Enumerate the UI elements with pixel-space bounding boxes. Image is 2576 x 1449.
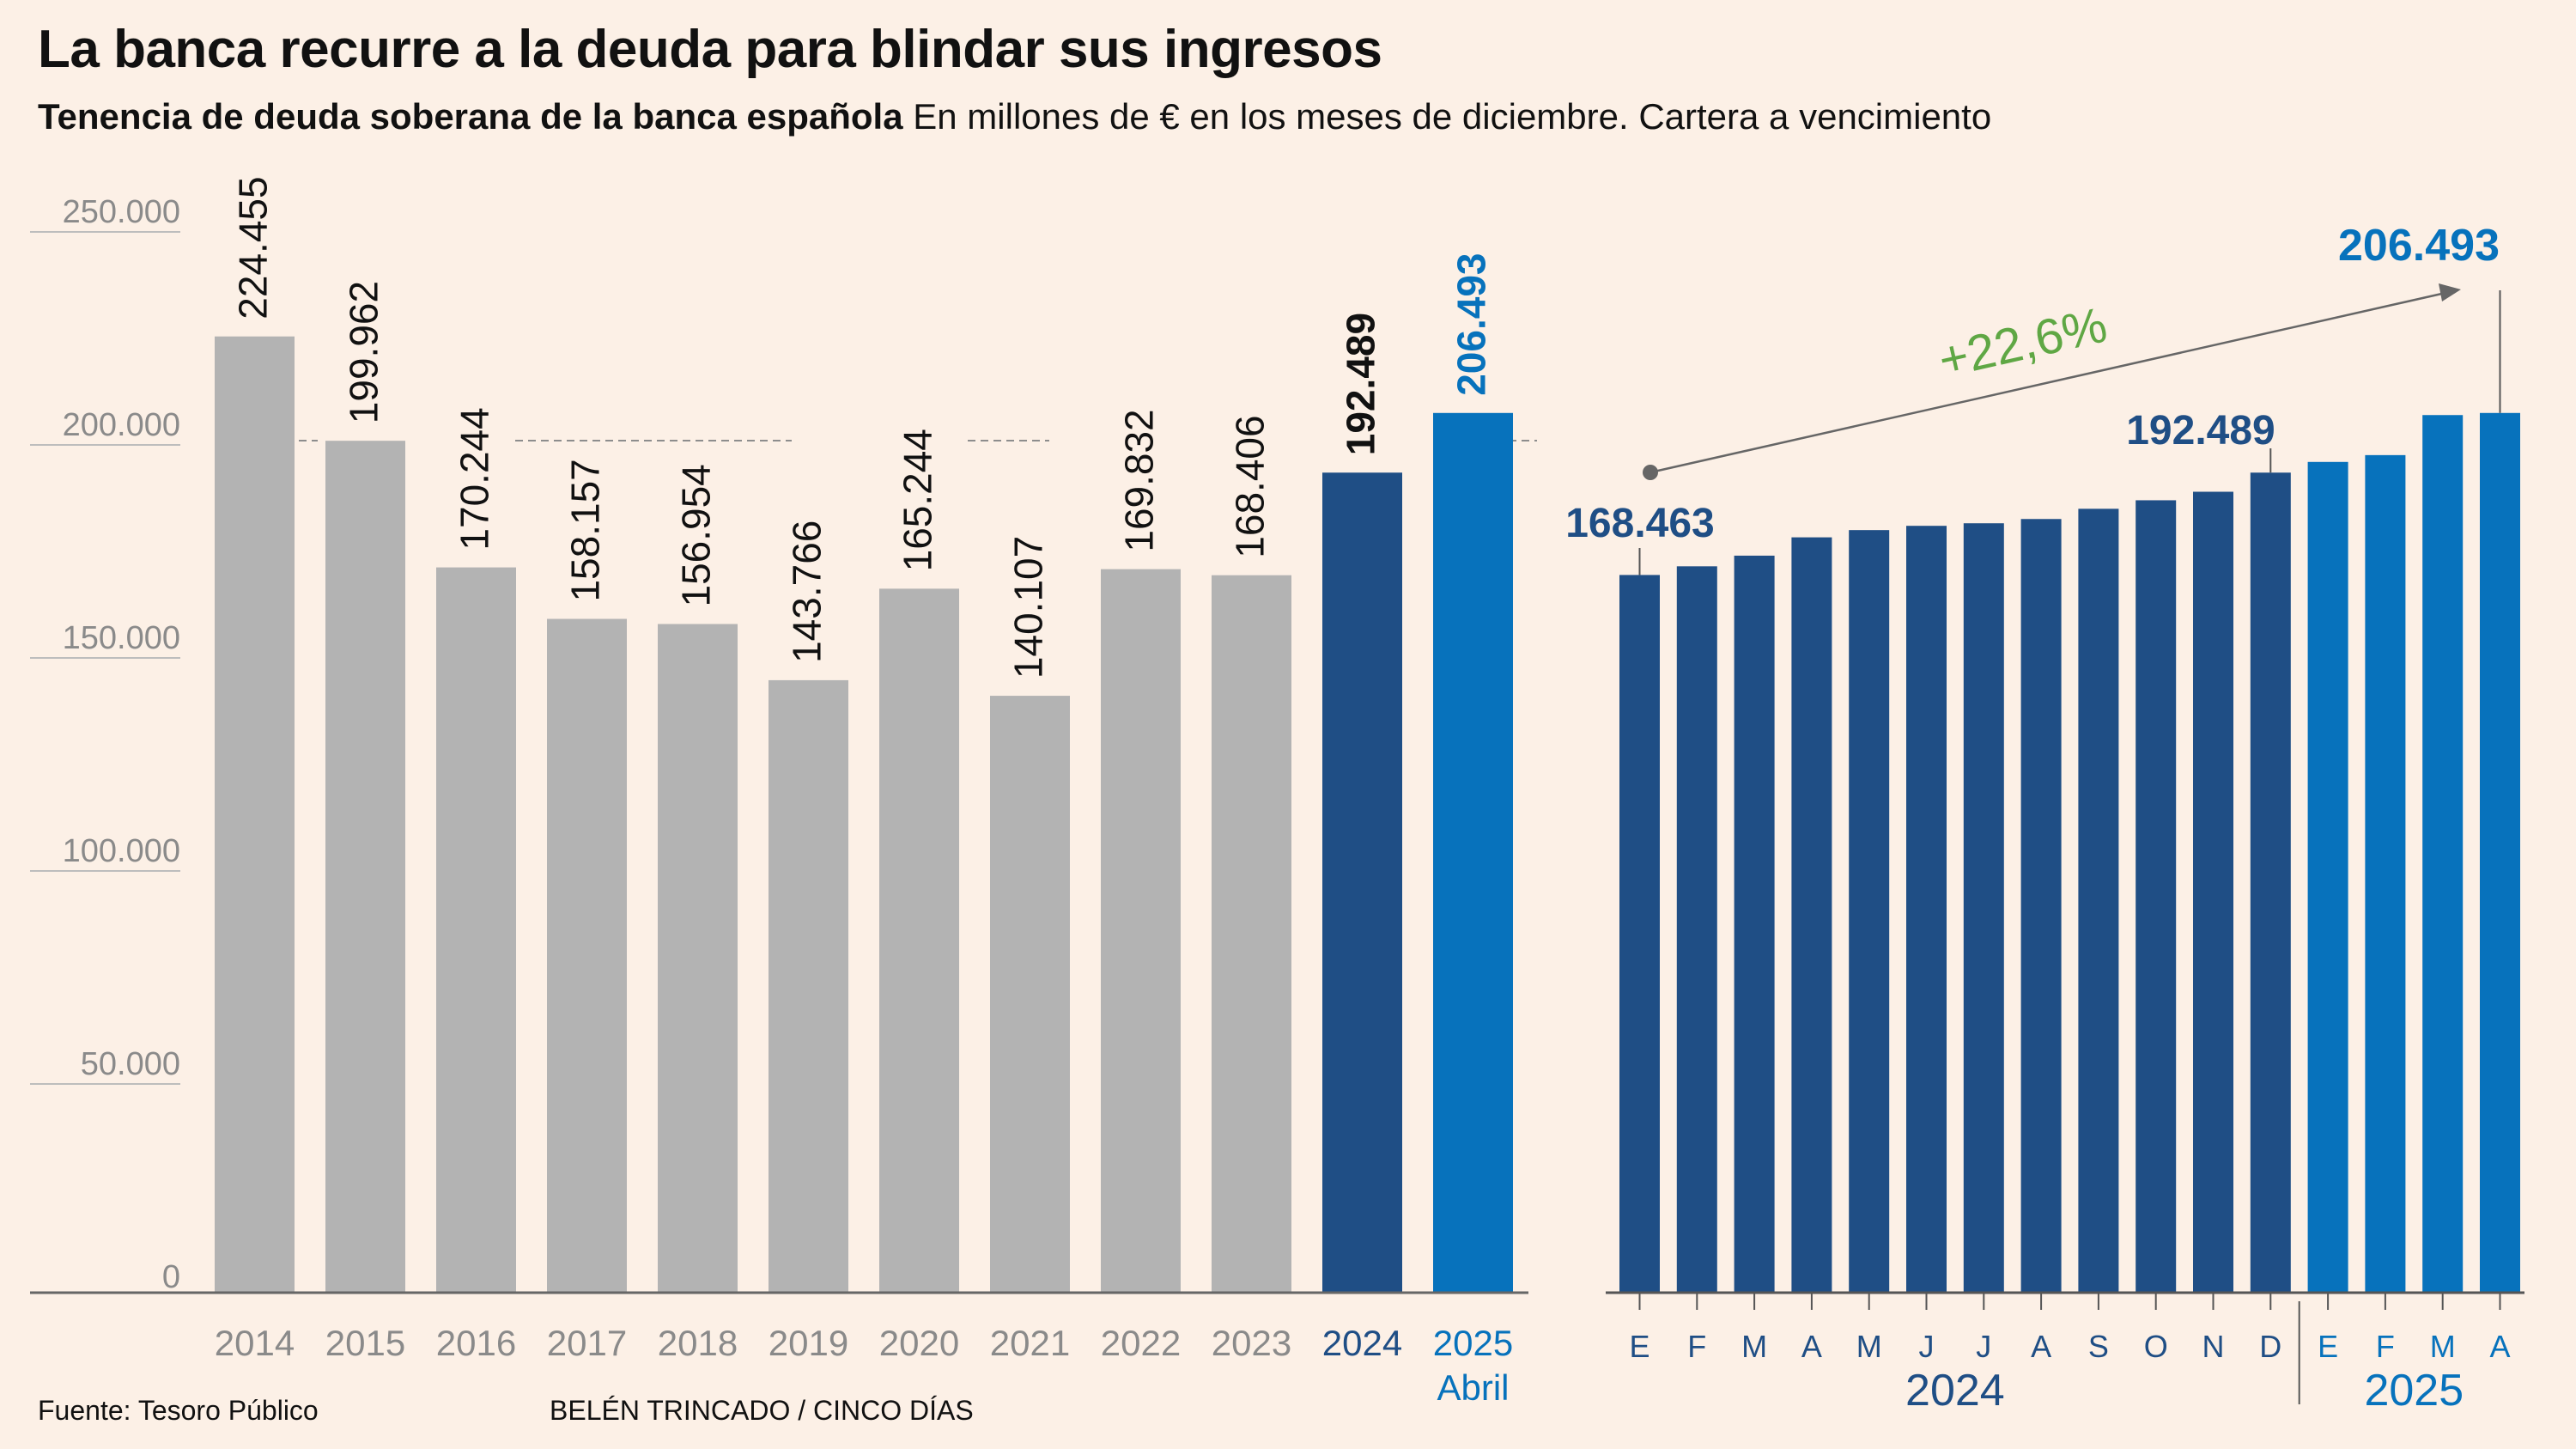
- bar-2023: [1212, 575, 1291, 1293]
- x-tick-label-2019: 2019: [769, 1323, 848, 1363]
- bar-2018: [658, 624, 738, 1293]
- monthly-bar: [2136, 500, 2177, 1293]
- monthly-bar: [2365, 454, 2406, 1293]
- x-tick-label-2018: 2018: [658, 1323, 738, 1363]
- year-group-label: 2025: [2364, 1366, 2464, 1416]
- value-label-2023: 168.406: [1228, 415, 1273, 557]
- month-label: A: [2489, 1329, 2510, 1364]
- x-tick-label-2014: 2014: [215, 1323, 295, 1363]
- bar-2015: [325, 441, 405, 1293]
- subtitle-bold: Tenencia de deuda soberana de la banca e…: [38, 96, 903, 137]
- year-group-label: 2024: [1905, 1366, 2005, 1416]
- monthly-bar: [2193, 491, 2233, 1293]
- x-tick-label-2023: 2023: [1212, 1323, 1291, 1363]
- value-label-2018: 156.954: [674, 464, 719, 606]
- value-label-2017: 158.157: [563, 459, 608, 601]
- growth-arrow-line: [1649, 291, 2446, 474]
- bar-2025: [1433, 412, 1513, 1294]
- source-note: Fuente: Tesoro Público: [38, 1395, 319, 1426]
- value-label-2014: 224.455: [231, 176, 276, 319]
- monthly-bar: [2307, 461, 2348, 1293]
- month-label: E: [2318, 1329, 2338, 1364]
- x-tick-label-2016: 2016: [436, 1323, 516, 1363]
- month-label: N: [2202, 1329, 2225, 1364]
- bar-2021: [990, 696, 1070, 1293]
- chart-title: La banca recurre a la deuda para blindar…: [38, 20, 1382, 79]
- bar-2019: [769, 679, 848, 1293]
- x-tick-label-2021: 2021: [990, 1323, 1070, 1363]
- month-label: D: [2259, 1329, 2281, 1364]
- credit-note: BELÉN TRINCADO / CINCO DÍAS: [550, 1395, 974, 1426]
- bar-2020: [879, 588, 959, 1293]
- month-label: M: [1856, 1329, 1882, 1364]
- month-label: E: [1629, 1329, 1649, 1364]
- bar-2017: [547, 618, 627, 1293]
- monthly-bar: [1734, 555, 1775, 1293]
- x-tick-label-2015: 2015: [325, 1323, 405, 1363]
- annotation-label: 168.463: [1565, 501, 1715, 546]
- month-label: A: [2031, 1329, 2051, 1364]
- y-tick-label: 200.000: [63, 407, 180, 443]
- bar-2024: [1322, 472, 1402, 1293]
- annotation-label: 192.489: [2126, 408, 2275, 454]
- chart-subtitle: Tenencia de deuda soberana de la banca e…: [38, 96, 1991, 137]
- monthly-bar: [1963, 523, 2004, 1293]
- y-tick-label: 0: [162, 1259, 180, 1295]
- x-tick-label-2025: 2025: [1433, 1323, 1513, 1363]
- monthly-bar: [1849, 530, 1890, 1293]
- month-label: M: [1741, 1329, 1767, 1364]
- monthly-bar: [1676, 566, 1717, 1293]
- value-label-2016: 170.244: [453, 407, 497, 550]
- monthly-bar: [2250, 472, 2291, 1293]
- value-label-2021: 140.107: [1006, 536, 1051, 679]
- bar-2016: [436, 567, 516, 1293]
- value-label-2020: 165.244: [896, 429, 940, 571]
- bar-2014: [215, 336, 295, 1294]
- x-tick-sublabel: Abril: [1437, 1367, 1509, 1408]
- monthly-bar: [1619, 575, 1660, 1293]
- month-label: A: [1801, 1329, 1822, 1364]
- month-label: S: [2088, 1329, 2109, 1364]
- monthly-bar: [1791, 537, 1832, 1293]
- x-tick-label-2024: 2024: [1322, 1323, 1402, 1363]
- value-label-2019: 143.766: [785, 521, 829, 663]
- monthly-bar: [2422, 415, 2464, 1293]
- y-tick-label: 250.000: [63, 194, 180, 230]
- month-label: M: [2430, 1329, 2456, 1364]
- bar-2022: [1101, 569, 1181, 1293]
- monthly-bar: [2480, 412, 2520, 1294]
- x-tick-label-2020: 2020: [879, 1323, 959, 1363]
- value-label-2024: 192.489: [1339, 313, 1383, 455]
- subtitle-rest: En millones de € en los meses de diciemb…: [913, 96, 1992, 137]
- x-tick-label-2017: 2017: [547, 1323, 627, 1363]
- monthly-bar: [2020, 519, 2062, 1293]
- month-label: F: [1687, 1329, 1706, 1364]
- month-label: J: [1976, 1329, 1991, 1364]
- y-tick-label: 50.000: [81, 1046, 180, 1082]
- value-label-2025: 206.493: [1449, 253, 1494, 396]
- value-label-2015: 199.962: [342, 281, 386, 423]
- y-tick-label: 150.000: [63, 620, 180, 656]
- annotation-label: 206.493: [2338, 221, 2500, 271]
- growth-arrow-head: [2439, 283, 2461, 301]
- month-label: F: [2376, 1329, 2395, 1364]
- month-label: O: [2144, 1329, 2168, 1364]
- x-tick-label-2022: 2022: [1101, 1323, 1181, 1363]
- month-label: J: [1919, 1329, 1935, 1364]
- monthly-bar: [1906, 526, 1947, 1293]
- value-label-2022: 169.832: [1117, 409, 1162, 551]
- monthly-bar: [2078, 508, 2119, 1293]
- y-tick-label: 100.000: [63, 833, 180, 869]
